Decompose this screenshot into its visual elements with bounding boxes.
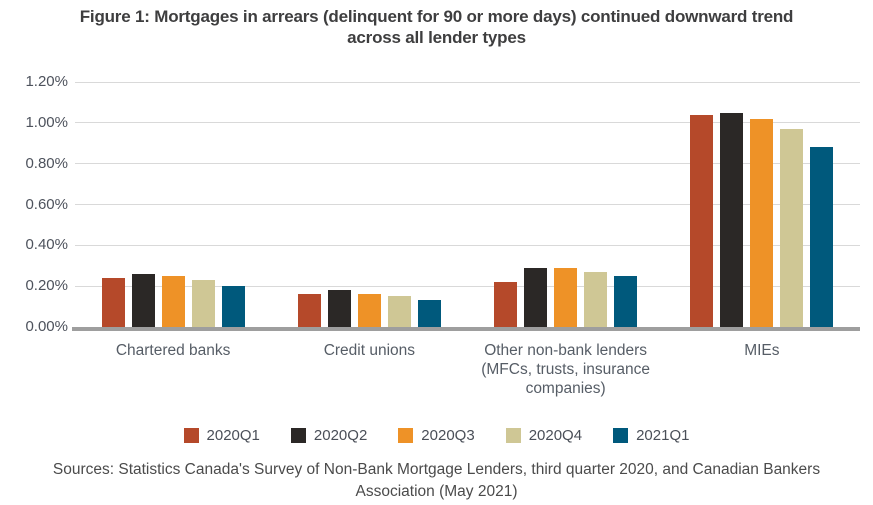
- x-category-label: Other non-bank lenders (MFCs, trusts, in…: [481, 342, 651, 397]
- bar-2020Q1: [297, 294, 321, 327]
- figure-title-line1: Figure 1: Mortgages in arrears (delinque…: [79, 7, 794, 26]
- y-gridline: [75, 122, 860, 124]
- y-tick-label: 0.20%: [25, 277, 68, 295]
- bar-2020Q2: [131, 273, 155, 327]
- bar-2020Q1: [101, 278, 125, 327]
- legend-label: 2020Q1: [206, 427, 260, 444]
- legend-swatch-icon: [398, 428, 414, 443]
- legend-item-2020Q4: 2020Q4: [505, 427, 583, 444]
- y-gridline: [75, 163, 860, 165]
- y-gridline: [75, 244, 860, 246]
- bar-2020Q4: [780, 128, 804, 327]
- legend-label: 2020Q4: [528, 427, 583, 444]
- y-tick-label: 0.40%: [25, 236, 68, 254]
- y-gridline: [75, 204, 860, 205]
- legend-label: 2020Q3: [421, 427, 475, 444]
- figure-title: Figure 1: Mortgages in arrears (delinque…: [0, 6, 873, 48]
- bar-2020Q1: [494, 282, 518, 327]
- legend-label: 2020Q2: [313, 427, 368, 444]
- y-tick-label: 1.20%: [25, 73, 68, 90]
- x-category-label: Credit unions: [323, 342, 416, 359]
- y-tick-label: 0.60%: [25, 195, 68, 213]
- y-tick-label: 1.00%: [25, 113, 68, 131]
- legend-item-2020Q3: 2020Q3: [398, 427, 475, 444]
- legend-swatch-icon: [290, 428, 306, 443]
- legend-label: 2021Q1: [636, 427, 690, 444]
- legend-item-2020Q1: 2020Q1: [183, 427, 260, 444]
- bar-2020Q2: [524, 267, 548, 327]
- chart-legend: 2020Q1 2020Q2 2020Q3 2020Q4 2021Q1: [0, 427, 873, 444]
- legend-swatch-icon: [183, 428, 199, 443]
- y-gridline: [75, 285, 860, 287]
- bar-2020Q3: [161, 275, 185, 327]
- bar-2020Q3: [750, 118, 774, 327]
- bar-2020Q1: [690, 114, 714, 327]
- y-gridline: [75, 81, 860, 83]
- x-category-label: Chartered banks: [115, 342, 231, 359]
- bar-2020Q4: [191, 280, 215, 327]
- x-axis-line: [72, 327, 860, 331]
- bar-2021Q1: [614, 275, 638, 327]
- y-tick-label: 0.80%: [25, 154, 68, 172]
- bar-2021Q1: [417, 300, 441, 327]
- bar-2020Q3: [357, 294, 381, 327]
- bar-2021Q1: [221, 286, 245, 327]
- x-category-label: MIEs: [744, 342, 780, 359]
- bar-2020Q3: [554, 267, 578, 327]
- legend-item-2021Q1: 2021Q1: [613, 427, 689, 444]
- source-note-line1: Sources: Statistics Canada's Survey of N…: [52, 461, 821, 478]
- bar-2020Q4: [584, 271, 608, 327]
- bar-2020Q2: [720, 112, 744, 327]
- figure-title-line2: across all lender types: [347, 28, 526, 47]
- bar-2020Q4: [387, 296, 411, 327]
- legend-swatch-icon: [613, 428, 629, 443]
- bar-2021Q1: [810, 147, 834, 327]
- y-tick-label: 0.00%: [25, 318, 68, 335]
- bar-2020Q2: [327, 290, 351, 327]
- legend-swatch-icon: [505, 428, 521, 443]
- source-note-line2: Association (May 2021): [355, 483, 518, 500]
- legend-item-2020Q2: 2020Q2: [290, 427, 368, 444]
- source-note: Sources: Statistics Canada's Survey of N…: [0, 459, 873, 503]
